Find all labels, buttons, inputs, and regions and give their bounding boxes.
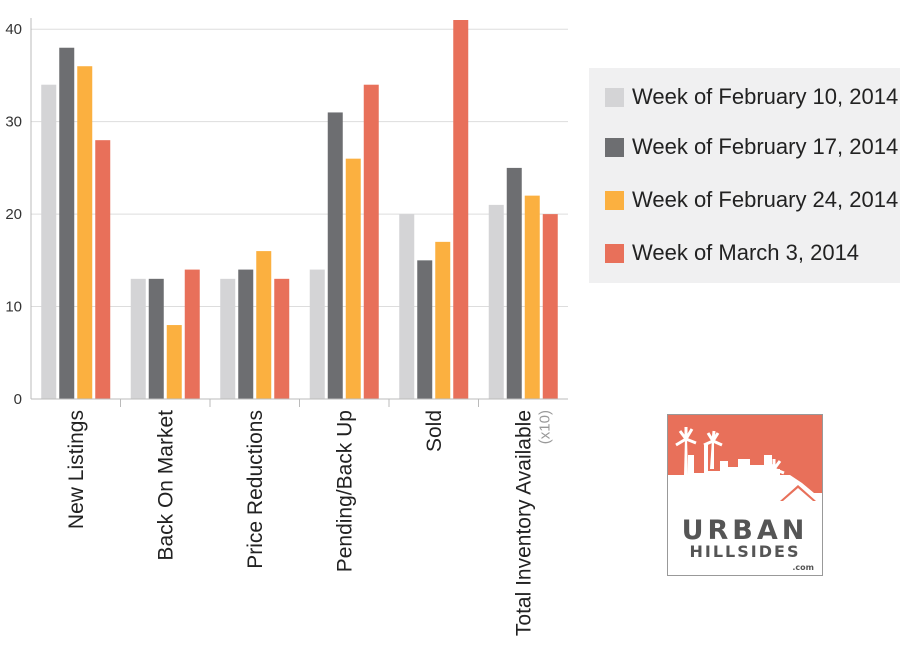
bar [542,214,558,399]
logo-wordmark-hillsides: HILLSIDES [689,542,801,561]
skyline-graphic [668,427,822,575]
bar [256,251,272,399]
bar [399,214,415,399]
legend-swatch [605,87,624,107]
bar [506,167,522,399]
bar [327,112,343,399]
x-category-note: (x10) [536,410,553,444]
x-category-labels: New Listings Back On Market Price Reductio… [65,410,554,636]
bar [345,158,361,399]
bar [274,278,290,399]
legend-swatch [605,243,624,263]
axes [30,18,568,407]
logo-wordmark-com: .com [792,563,814,572]
legend-item: Week of February 17, 2014 [605,134,898,160]
legend-swatch [605,190,624,210]
gridlines [31,28,568,308]
bar [130,278,146,399]
bar [77,66,93,399]
legend-label: Week of February 17, 2014 [632,134,899,159]
legend-item: Week of February 10, 2014 [605,84,898,110]
bar [453,20,469,399]
legend-swatch [605,137,624,157]
x-category-label: New Listings [65,410,88,529]
y-tick-label: 10 [5,299,22,316]
bar [488,204,504,399]
bar [148,278,164,399]
bar [95,140,111,400]
x-category-label: Back On Market [154,410,177,561]
bars [41,20,558,400]
bar [417,260,433,399]
urban-hillsides-logo: URBAN HILLSIDES .com [667,414,823,576]
bar [59,47,75,399]
bar [524,195,540,399]
y-tick-label: 40 [5,21,22,38]
y-tick-label: 0 [14,391,22,408]
bar [238,269,254,399]
legend-item: Week of February 24, 2014 [605,187,898,213]
bar [309,269,325,399]
y-tick-labels: 0 10 20 30 40 [5,21,22,408]
x-category-label: Price Reductions [244,410,267,569]
bar [184,269,200,399]
x-category-label: Pending/Back Up [333,410,356,572]
bar [435,241,451,399]
bar [220,278,236,399]
x-category-label: Sold [423,410,446,452]
legend: Week of February 10, 2014 Week of Februa… [589,68,900,283]
y-tick-label: 20 [5,206,22,223]
bar [363,84,379,400]
legend-label: Week of March 3, 2014 [632,240,860,265]
legend-label: Week of February 10, 2014 [632,84,899,109]
legend-label: Week of February 24, 2014 [632,187,899,212]
legend-item: Week of March 3, 2014 [605,240,859,266]
y-tick-label: 30 [5,114,22,131]
x-category-label: Total Inventory Available [512,410,535,636]
bar [166,325,182,399]
bar [41,84,57,400]
logo-wordmark-urban: URBAN [681,515,809,546]
